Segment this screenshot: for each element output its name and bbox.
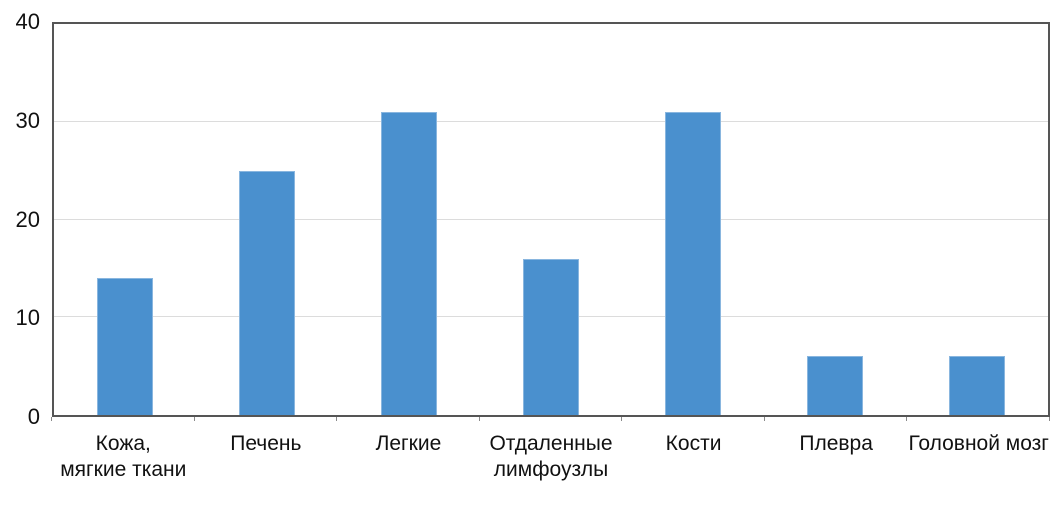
gridline (54, 218, 1048, 220)
x-category-label: Отдаленные лимфоузлы (489, 432, 613, 481)
bar-cell (622, 24, 764, 415)
x-tick (1049, 417, 1050, 421)
gridline (54, 120, 1048, 122)
bar (522, 258, 580, 415)
bar (238, 170, 296, 415)
y-tick-label: 30 (15, 107, 40, 133)
y-tick-label: 20 (15, 206, 40, 232)
bar (380, 111, 438, 415)
y-tick-label: 40 (15, 9, 40, 34)
x-category-label: Кожа, мягкие ткани (60, 432, 187, 481)
y-tick-label: 0 (27, 404, 40, 429)
bar-cell (480, 24, 622, 415)
x-tick (193, 417, 195, 421)
y-tick-label: 10 (15, 305, 40, 331)
bar-cell (54, 24, 196, 415)
x-tick (336, 417, 338, 421)
bar (948, 356, 1006, 415)
x-tick (763, 417, 765, 421)
x-tick (51, 417, 52, 421)
x-category-label: Кости (665, 432, 722, 455)
y-axis: 0 10 20 30 40 (0, 0, 44, 507)
x-axis-labels: Кожа, мягкие ткани Печень Легкие Отдаленные… (52, 431, 1050, 491)
bar-cell (906, 24, 1048, 415)
x-tick (906, 417, 908, 421)
x-tick (478, 417, 480, 421)
x-category-label: Легкие (375, 432, 442, 455)
bar-cell (196, 24, 338, 415)
bar (96, 278, 154, 415)
bar-cell (338, 24, 480, 415)
x-category-label: Печень (230, 432, 302, 455)
x-ticks (51, 417, 1050, 423)
bar (806, 356, 864, 415)
x-category-label: Плевра (799, 432, 873, 455)
plot-area (52, 22, 1050, 417)
x-category-label: Головной мозг (908, 432, 1049, 455)
x-tick (621, 417, 623, 421)
bar-cell (764, 24, 906, 415)
bars (54, 24, 1048, 415)
bar (664, 111, 722, 415)
